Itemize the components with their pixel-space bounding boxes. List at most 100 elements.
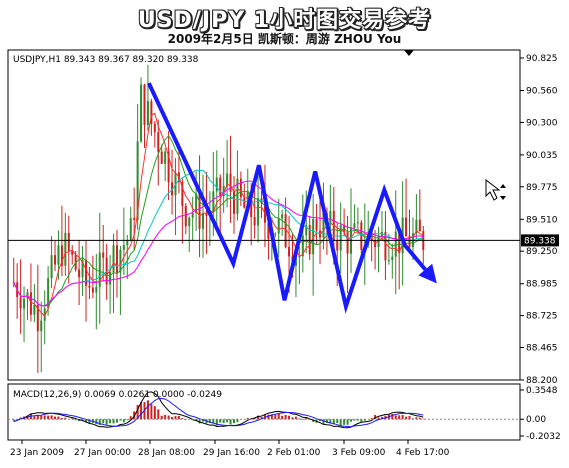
candle-body: [98, 252, 101, 287]
macd-tick-label: 0.3548: [526, 386, 558, 396]
candle-body: [64, 232, 67, 266]
candle-body: [353, 223, 356, 229]
candle-body: [91, 287, 94, 293]
candle-body: [253, 217, 256, 226]
time-tick-label: 3 Feb 09:00: [332, 448, 386, 458]
trend-zigzag-line: [146, 82, 427, 314]
candle-body: [140, 84, 143, 142]
price-tick-label: 89.510: [526, 215, 558, 225]
candle-body: [19, 297, 22, 309]
candle-body: [95, 286, 98, 293]
candle-body: [312, 219, 315, 255]
candle-body: [146, 101, 149, 125]
candle-body: [212, 191, 215, 213]
candle-body: [226, 173, 229, 186]
candle-body: [308, 225, 311, 255]
candle-body: [84, 259, 87, 286]
candle-body: [143, 84, 146, 125]
candle-body: [153, 123, 156, 133]
candle-body: [157, 132, 160, 152]
moving-average-line: [13, 134, 424, 307]
candle-body: [257, 198, 260, 226]
candle-body: [36, 305, 39, 332]
macd-lines: [8, 391, 520, 429]
candle-body: [29, 292, 32, 315]
candle-body: [47, 278, 50, 309]
candle-body: [305, 225, 308, 236]
candle-body: [129, 217, 132, 241]
candle-body: [408, 235, 411, 248]
candle-body: [40, 320, 43, 332]
candle-body: [387, 260, 390, 262]
candle-body: [405, 217, 408, 236]
candle-body: [219, 177, 222, 196]
candle-body: [184, 205, 187, 227]
candle-body: [191, 212, 194, 218]
candle-body: [136, 141, 139, 220]
candle-body: [267, 222, 270, 239]
candle-body: [57, 245, 60, 265]
candle-body: [315, 219, 318, 231]
chart-header: USD/JPY 1小时图交易参考 2009年2月5日 凯斯顿：周游 ZHOU Y…: [0, 0, 569, 50]
shift-marker-icon: [404, 50, 414, 56]
price-axis: 90.825 90.560 90.300 90.035 89.775 89.510 89.2…: [520, 54, 558, 386]
price-tick-label: 90.300: [526, 118, 558, 128]
candle-body: [301, 235, 304, 257]
time-tick-label: 23 Jan 2009: [10, 448, 64, 458]
candle-body: [202, 213, 205, 229]
current-price-value: 89.338: [524, 236, 556, 246]
candle-body: [391, 256, 394, 261]
candle-body: [198, 193, 201, 229]
candle-body: [398, 231, 401, 254]
candle-body: [109, 271, 112, 285]
candle-body: [239, 178, 242, 198]
macd-tick-label: -0.2032: [526, 432, 561, 442]
candle-body: [150, 101, 153, 124]
candle-body: [78, 269, 81, 278]
candle-body: [370, 234, 373, 241]
candle-body: [181, 181, 184, 206]
candle-body: [336, 240, 339, 251]
candle-body: [54, 255, 57, 265]
moving-average-line: [13, 112, 424, 317]
candle-body: [232, 191, 235, 214]
price-tick-label: 90.560: [526, 87, 558, 97]
candle-body: [126, 240, 129, 246]
candle-body: [329, 210, 332, 225]
candle-body: [415, 219, 418, 234]
macd-axis: 0.3548 0.00 -0.2032: [520, 386, 561, 442]
candle-body: [384, 232, 387, 261]
trend-arrow-icon: [418, 263, 437, 284]
time-tick-label: 2 Feb 01:00: [267, 448, 321, 458]
candle-body: [243, 197, 246, 208]
candle-body: [205, 213, 208, 216]
candle-body: [418, 219, 421, 232]
candle-body: [71, 250, 74, 255]
price-tick-label: 89.250: [526, 247, 558, 257]
candle-body: [115, 245, 118, 273]
candle-body: [229, 173, 232, 192]
price-tick-label: 88.725: [526, 312, 558, 322]
candle-body: [222, 185, 225, 196]
candle-body: [346, 232, 349, 254]
candle-body: [88, 285, 91, 288]
candle-body: [164, 151, 167, 164]
candle-body: [277, 218, 280, 234]
candle-body: [67, 232, 70, 251]
candle-body: [215, 177, 218, 192]
price-tick-label: 88.200: [526, 376, 558, 386]
price-info-label: USDJPY,H1 89.343 89.367 89.320 89.338: [13, 55, 199, 65]
candle-body: [102, 252, 105, 258]
candle-body: [250, 190, 253, 218]
candle-body: [81, 259, 84, 278]
time-tick-label: 28 Jan 08:00: [138, 448, 195, 458]
candle-body: [284, 214, 287, 248]
chart-subtitle: 2009年2月5日 凯斯顿：周游 ZHOU You: [167, 32, 402, 46]
moving-average-line: [13, 180, 424, 307]
candle-body: [171, 182, 174, 196]
candle-body: [60, 245, 63, 266]
price-tick-label: 90.825: [526, 54, 558, 64]
candle-body: [322, 213, 325, 238]
candle-body: [246, 190, 249, 208]
